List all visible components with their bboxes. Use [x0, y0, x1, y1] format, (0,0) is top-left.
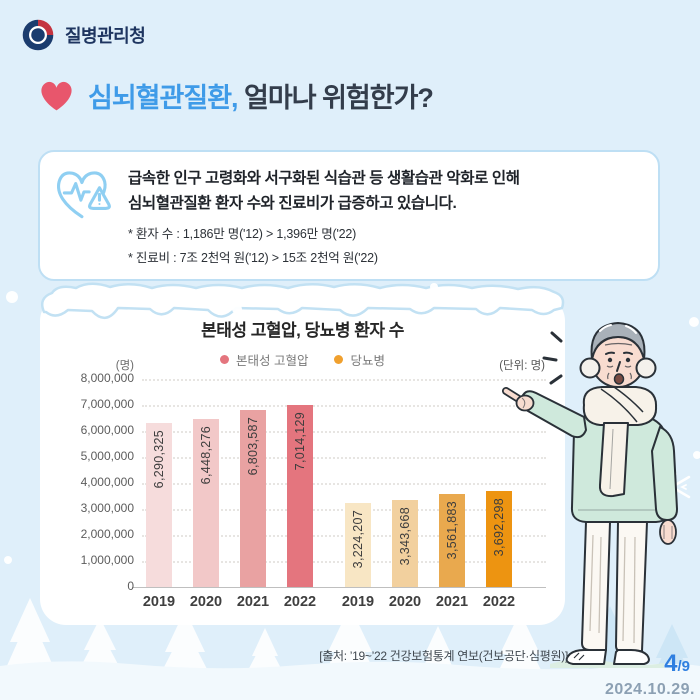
- bar-value-label: 6,290,325: [152, 430, 166, 489]
- y-tick-label: 4,000,000: [80, 475, 134, 489]
- bar-value-label: 7,014,129: [293, 412, 307, 471]
- bar-slot: 6,290,325 2019: [143, 379, 175, 610]
- bar: 6,290,325: [146, 423, 172, 587]
- bar-group: 3,224,207 2019 3,343,668 2020 3,561,883 2021 3…: [342, 379, 515, 610]
- bar-slot: 3,224,207 2019: [342, 379, 374, 610]
- legend-label: 본태성 고혈압: [236, 354, 309, 368]
- agency-logo: 질병관리청: [20, 17, 146, 53]
- y-axis-unit-label: (명): [115, 360, 134, 372]
- bar-year-label: 2020: [388, 594, 422, 610]
- agency-name: 질병관리청: [65, 26, 146, 46]
- bar-value-label: 3,561,883: [445, 501, 459, 560]
- y-tick-label: 3,000,000: [80, 501, 134, 515]
- bar: 3,561,883: [439, 494, 465, 587]
- page-current: 4: [664, 650, 678, 677]
- gridline: [142, 431, 546, 433]
- y-tick-label: 5,000,000: [80, 449, 134, 463]
- page-title-highlight: 심뇌혈관질환,: [88, 83, 239, 113]
- bar-year-label: 2020: [189, 594, 223, 610]
- bar: 7,014,129: [287, 405, 313, 587]
- page-title-rest: 얼마나 위험한가?: [237, 83, 434, 113]
- chart-card: 본태성 고혈압, 당뇨병 환자 수 본태성 고혈압 당뇨병 (명) (단위: 명)…: [40, 282, 565, 625]
- heart-icon: [41, 81, 72, 110]
- bar-year-label: 2021: [236, 594, 270, 610]
- bar: 3,224,207: [345, 503, 371, 587]
- surprise-dashes-icon: [542, 331, 563, 385]
- y-tick-label: 2,000,000: [80, 527, 134, 541]
- bar-value-label: 3,224,207: [351, 510, 365, 569]
- source-citation: [출처: ’19~’22 건강보험통계 연보(건보공단·심평원)]: [319, 649, 568, 663]
- info-bullet-cost: * 진료비 : 7조 2천억 원('12) > 15조 2천억 원('22): [128, 250, 378, 265]
- bar-year-label: 2019: [142, 594, 176, 610]
- bar-slot: 3,561,883 2021: [436, 379, 468, 610]
- bar-year-label: 2021: [435, 594, 469, 610]
- gridline: [142, 535, 546, 537]
- gridline: [142, 405, 546, 407]
- bar-value-label: 6,803,587: [246, 417, 260, 476]
- bar-value-label: 6,448,276: [199, 426, 213, 485]
- gridline: [142, 561, 546, 563]
- y-tick-label: 0: [127, 579, 134, 593]
- unit-note-label: (단위: 명): [499, 360, 545, 372]
- x-axis-baseline: [132, 587, 546, 588]
- legend-dot-icon: [220, 355, 229, 364]
- legend-dot-icon: [334, 355, 344, 364]
- chart-title: 본태성 고혈압, 당뇨병 환자 수: [201, 321, 404, 340]
- elderly-man-illustration: [502, 322, 678, 668]
- publish-date: 2024.10.29.: [604, 681, 695, 698]
- y-tick-label: 7,000,000: [80, 397, 134, 411]
- bar-year-label: 2022: [283, 594, 317, 610]
- gridline: [142, 457, 546, 459]
- page-total: /9: [677, 658, 690, 675]
- chart-plot: 6,290,325 2019 6,448,276 2020 6,803,587 2021 7…: [132, 379, 546, 610]
- bar: 3,343,668: [392, 500, 418, 587]
- info-line-1: 급속한 인구 고령화와 서구화된 식습관 등 생활습관 악화로 인해: [128, 170, 520, 187]
- gridline: [142, 483, 546, 485]
- info-bullets: * 환자 수 : 1,186만 명('12) > 1,396만 명('22) *…: [128, 222, 520, 271]
- bar: 6,448,276: [193, 419, 219, 587]
- y-tick-label: 1,000,000: [80, 553, 134, 567]
- heart-pulse-warning-icon: [54, 167, 116, 269]
- gridline: [142, 509, 546, 511]
- government-emblem-icon: [22, 19, 54, 51]
- bar-slot: 6,448,276 2020: [190, 379, 222, 610]
- bar-year-label: 2019: [341, 594, 375, 610]
- bar: 3,692,298: [486, 491, 512, 587]
- bar-group: 6,290,325 2019 6,448,276 2020 6,803,587 2021 7…: [143, 379, 316, 610]
- info-line-2: 심뇌혈관질환 환자 수와 진료비가 급증하고 있습니다.: [128, 194, 457, 212]
- bar: 6,803,587: [240, 410, 266, 587]
- page-number: 4/9: [664, 650, 690, 678]
- info-bullet-patients: * 환자 수 : 1,186만 명('12) > 1,396만 명('22): [128, 226, 357, 241]
- bar-slot: 3,343,668 2020: [389, 379, 421, 610]
- legend-label: 당뇨병: [350, 354, 385, 368]
- y-tick-label: 8,000,000: [80, 371, 134, 385]
- info-text: 급속한 인구 고령화와 서구화된 식습관 등 생활습관 악화로 인해 심뇌혈관질…: [128, 167, 520, 269]
- summary-info-box: 급속한 인구 고령화와 서구화된 식습관 등 생활습관 악화로 인해 심뇌혈관질…: [38, 150, 660, 281]
- bars-container: 6,290,325 2019 6,448,276 2020 6,803,587 2021 7…: [143, 379, 515, 610]
- gridline: [142, 379, 546, 381]
- bar-year-label: 2022: [482, 594, 516, 610]
- bar-slot: 6,803,587 2021: [237, 379, 269, 610]
- page-title-row: 심뇌혈관질환, 얼마나 위험한가?: [38, 76, 434, 115]
- legend-item: 본태성 고혈압: [220, 350, 308, 369]
- bar-slot: 7,014,129 2022: [284, 379, 316, 610]
- bar-slot: 3,692,298 2022: [483, 379, 515, 610]
- chart-legend: 본태성 고혈압 당뇨병: [40, 350, 565, 369]
- legend-item: 당뇨병: [334, 350, 385, 369]
- y-tick-label: 6,000,000: [80, 423, 134, 437]
- bar-value-label: 3,343,668: [398, 507, 412, 566]
- page-title: 심뇌혈관질환, 얼마나 위험한가?: [88, 76, 434, 115]
